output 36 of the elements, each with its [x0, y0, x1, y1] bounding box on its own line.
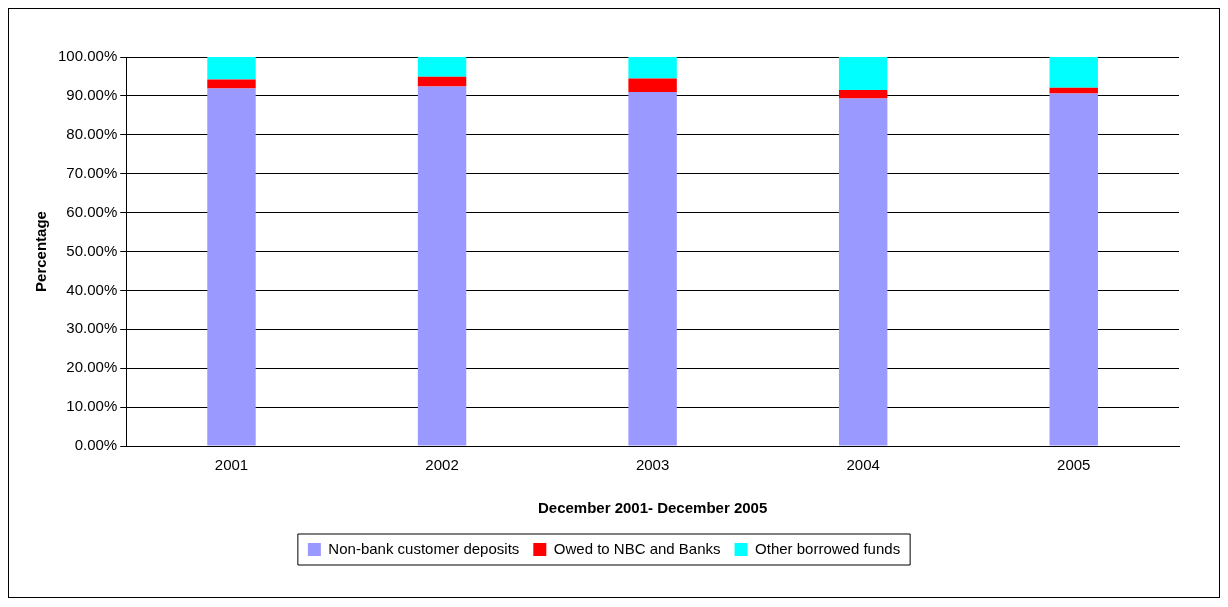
- y-tick-label: 0.00%: [74, 436, 118, 454]
- x-tick-label: 2005: [1057, 456, 1091, 474]
- x-tick-label: 2003: [635, 456, 670, 474]
- bar: [417, 57, 467, 77]
- y-tick-label: 80.00%: [66, 124, 118, 142]
- x-axis-title: December 2001- December 2005: [537, 499, 768, 517]
- bar: [838, 98, 888, 446]
- x-tick-label: 2002: [425, 456, 459, 474]
- y-tick-label: 50.00%: [66, 241, 118, 259]
- bar: [628, 78, 677, 93]
- y-tick-label: 40.00%: [66, 280, 118, 298]
- legend-label: Owed to NBC and Banks: [553, 539, 721, 557]
- y-tick-label: 70.00%: [66, 163, 118, 181]
- y-tick-label: 60.00%: [66, 202, 118, 220]
- bar: [1049, 93, 1098, 446]
- x-tick-label: 2004: [846, 456, 880, 474]
- bar: [417, 76, 467, 87]
- bar: [628, 57, 677, 79]
- bar: [207, 79, 256, 89]
- legend-label: Non-bank customer deposits: [328, 539, 520, 557]
- bar: [628, 92, 677, 446]
- x-tick-label: 2001: [214, 456, 249, 474]
- bar: [838, 57, 888, 91]
- y-tick-label: 30.00%: [66, 319, 118, 337]
- bar: [417, 86, 467, 446]
- y-axis-title: Percentage: [32, 211, 50, 292]
- y-tick-label: 100.00%: [58, 47, 118, 65]
- bar: [207, 57, 256, 80]
- y-tick-label: 10.00%: [66, 397, 118, 415]
- legend-label: Other borrowed funds: [755, 539, 901, 557]
- y-tick-label: 90.00%: [66, 86, 118, 104]
- bar: [207, 88, 256, 446]
- bar: [838, 90, 888, 99]
- bar: [1049, 57, 1098, 88]
- y-tick-label: 20.00%: [66, 358, 118, 376]
- bar: [1049, 87, 1098, 94]
